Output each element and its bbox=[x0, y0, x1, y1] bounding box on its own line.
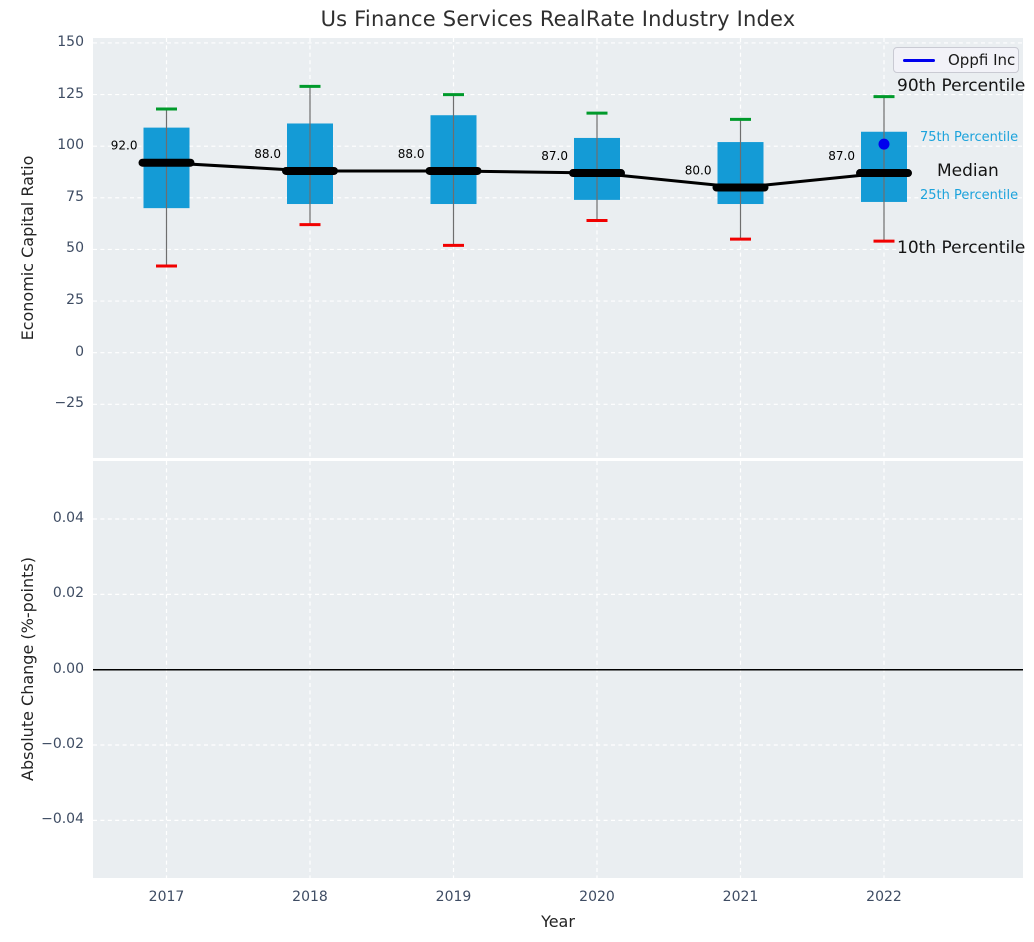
annotation-90th-percentile: 90th Percentile bbox=[897, 76, 1026, 96]
y-tick-label: −25 bbox=[54, 395, 84, 412]
x-tick-label: 2022 bbox=[866, 889, 902, 905]
x-tick-label: 2019 bbox=[435, 889, 472, 905]
top-panel-background bbox=[93, 38, 1023, 458]
y-tick-label: −0.02 bbox=[41, 736, 84, 753]
legend: Oppfi Inc bbox=[893, 47, 1019, 73]
y-tick-label: 75 bbox=[66, 188, 84, 205]
y-tick-label: 25 bbox=[66, 292, 84, 309]
median-value-label: 87.0 bbox=[828, 149, 855, 163]
median-value-label: 80.0 bbox=[685, 163, 712, 177]
legend-label: Oppfi Inc bbox=[948, 51, 1016, 69]
y-tick-label: 125 bbox=[57, 85, 84, 102]
y-tick-label: 100 bbox=[57, 137, 84, 154]
annotation-25th-percentile: 25th Percentile bbox=[920, 188, 1019, 203]
oppfi-data-point bbox=[878, 138, 890, 150]
y-tick-label: 0 bbox=[75, 343, 84, 360]
y-tick-label: 0.00 bbox=[52, 660, 84, 677]
legend-line-swatch bbox=[903, 58, 935, 62]
annotation-median: Median bbox=[937, 161, 999, 181]
median-value-label: 92.0 bbox=[111, 139, 138, 153]
median-value-label: 88.0 bbox=[254, 147, 281, 161]
y-tick-label: 50 bbox=[66, 240, 84, 257]
x-tick-label: 2017 bbox=[148, 889, 185, 905]
y-tick-label: 0.02 bbox=[52, 585, 84, 602]
x-tick-label: 2020 bbox=[579, 889, 615, 905]
x-tick-label: 2018 bbox=[292, 889, 328, 905]
chart-title: Us Finance Services RealRate Industry In… bbox=[320, 7, 796, 31]
y-tick-label: 0.04 bbox=[52, 510, 84, 526]
median-value-label: 88.0 bbox=[398, 147, 425, 161]
y-tick-label: 150 bbox=[57, 33, 84, 50]
annotation-10th-percentile: 10th Percentile bbox=[897, 238, 1026, 258]
x-axis-label: Year bbox=[541, 912, 575, 931]
y-tick-label: −0.04 bbox=[41, 811, 84, 828]
annotation-75th-percentile: 75th Percentile bbox=[920, 130, 1019, 145]
median-value-label: 87.0 bbox=[541, 149, 568, 163]
x-tick-label: 2021 bbox=[722, 889, 759, 905]
